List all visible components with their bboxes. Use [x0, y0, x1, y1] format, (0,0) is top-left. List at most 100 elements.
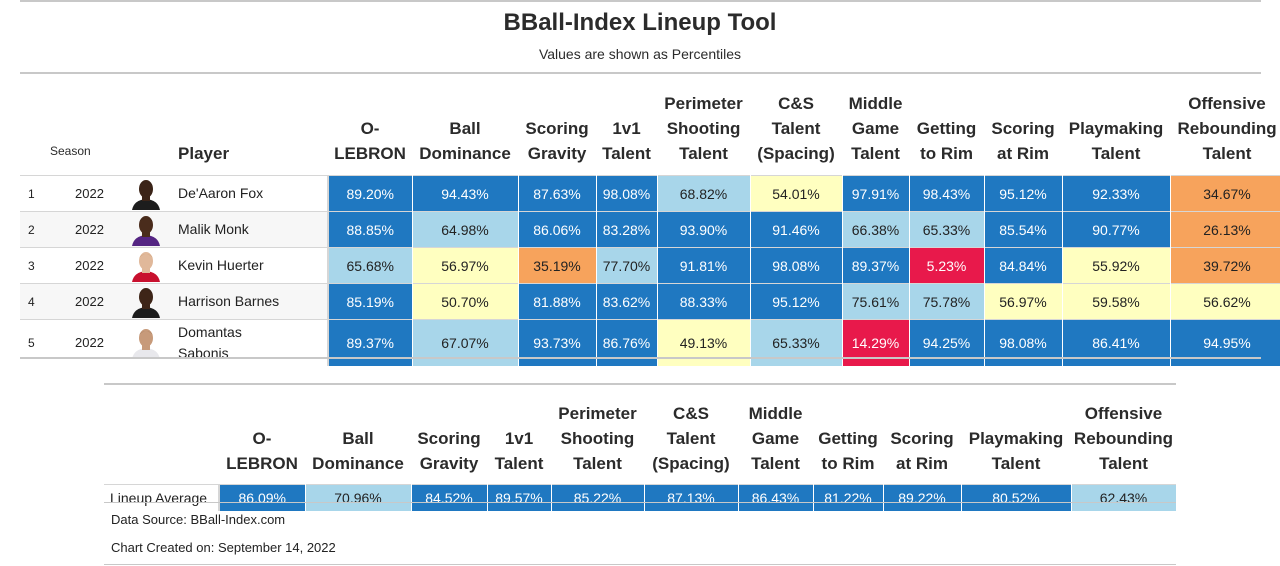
headshot-header [126, 74, 178, 176]
percentile-cell-playmaking: 92.33% [1062, 175, 1171, 212]
percentile-cell-offensive-rebounding: 56.62% [1170, 283, 1280, 320]
percentile-cell-perimeter-shooting: 88.33% [657, 283, 751, 320]
lineup-average-row: Lineup Average 86.09% 70.96% 84.52% 89.57% 8… [104, 484, 1177, 511]
avg-col-header-perimeter-shooting[interactable]: Perimeter Shooting Talent [558, 404, 637, 473]
footer-bottom-rule [104, 564, 1176, 565]
percentile-cell-cs-talent: 54.01% [750, 175, 843, 212]
average-cell-offensive-rebounding: 62.43% [1071, 484, 1177, 511]
percentile-cell-middle-game: 75.61% [842, 283, 910, 320]
col-header-1v1-talent[interactable]: 1v1 Talent [602, 119, 651, 163]
col-header-cs-talent[interactable]: C&S Talent (Spacing) [757, 94, 835, 163]
percentile-cell-middle-game: 97.91% [842, 175, 910, 212]
player-name[interactable]: Malik Monk [178, 211, 330, 248]
percentile-cell-1v1-talent: 98.08% [596, 175, 658, 212]
avg-col-header-cs-talent[interactable]: C&S Talent (Spacing) [652, 404, 730, 473]
percentile-cell-ball-dominance: 50.70% [412, 283, 519, 320]
player-name[interactable]: Harrison Barnes [178, 283, 330, 320]
avg-col-header-playmaking[interactable]: Playmaking Talent [968, 429, 1064, 473]
average-cell-scoring-at-rim: 89.22% [883, 484, 962, 511]
avg-col-header-1v1-talent[interactable]: 1v1 Talent [494, 429, 544, 473]
percentile-cell-cs-talent: 95.12% [750, 283, 843, 320]
row-season: 2022 [75, 222, 104, 237]
lineup-bottom-rule [20, 357, 1261, 359]
player-headshot-cell [126, 212, 178, 248]
lineup-average-label: Lineup Average [104, 484, 220, 511]
percentile-cell-1v1-talent: 83.62% [596, 283, 658, 320]
lineup-row: 1 2022 De'Aaron Fox 89.20% 94.43% 87.63% 98.08… [20, 175, 1280, 212]
percentile-cell-ball-dominance: 64.98% [412, 211, 519, 248]
average-cell-getting-to-rim: 81.22% [813, 484, 884, 511]
percentile-cell-middle-game: 66.38% [842, 211, 910, 248]
player-name[interactable]: De'Aaron Fox [178, 175, 330, 212]
percentile-cell-getting-to-rim: 75.78% [909, 283, 985, 320]
col-header-playmaking[interactable]: Playmaking Talent [1068, 119, 1164, 163]
avg-col-header-getting-to-rim[interactable]: Getting to Rim [818, 429, 878, 473]
percentile-cell-getting-to-rim: 5.23% [909, 247, 985, 284]
percentile-cell-scoring-gravity: 81.88% [518, 283, 597, 320]
top-rule [20, 0, 1261, 2]
average-cell-perimeter-shooting: 85.22% [551, 484, 645, 511]
avg-col-header-ball-dominance[interactable]: Ball Dominance [312, 429, 404, 473]
col-header-scoring-at-rim[interactable]: Scoring at Rim [991, 119, 1055, 163]
percentile-cell-offensive-rebounding: 39.72% [1170, 247, 1280, 284]
player-headshot-cell [126, 320, 178, 366]
percentile-cell-ball-dominance: 94.43% [412, 175, 519, 212]
average-cell-cs-talent: 87.13% [644, 484, 739, 511]
row-season: 2022 [75, 335, 104, 351]
percentile-cell-cs-talent: 91.46% [750, 211, 843, 248]
season-header: Season [50, 144, 91, 158]
player-header: Player [178, 144, 230, 163]
percentile-cell-ball-dominance: 56.97% [412, 247, 519, 284]
avg-col-header-offensive-rebounding[interactable]: Offensive Rebounding Talent [1073, 404, 1174, 473]
player-name[interactable]: Kevin Huerter [178, 247, 330, 284]
average-cell-middle-game: 86.43% [738, 484, 814, 511]
col-header-getting-to-rim[interactable]: Getting to Rim [916, 119, 977, 163]
col-header-middle-game[interactable]: Middle Game Talent [848, 94, 903, 163]
row-season: 2022 [75, 186, 104, 201]
row-rank: 1 [28, 186, 35, 201]
percentile-cell-getting-to-rim: 65.33% [909, 211, 985, 248]
row-season: 2022 [75, 258, 104, 273]
avg-col-header-scoring-gravity[interactable]: Scoring Gravity [417, 429, 481, 473]
player-headshot-icon [132, 328, 161, 359]
col-header-ball-dominance[interactable]: Ball Dominance [419, 119, 511, 163]
percentile-cell-perimeter-shooting: 68.82% [657, 175, 751, 212]
lineup-table: Season Player O- LEBRON Ball Dominance Sco… [20, 74, 1280, 366]
chart-created-note: Chart Created on: September 14, 2022 [111, 540, 336, 555]
data-source-note: Data Source: BBall-Index.com [111, 512, 286, 527]
percentile-cell-playmaking: 55.92% [1062, 247, 1171, 284]
percentile-cell-offensive-rebounding: 94.95% [1170, 319, 1280, 366]
player-headshot-icon [132, 179, 161, 210]
col-header-o-lebron[interactable]: O- LEBRON [334, 119, 406, 163]
row-season: 2022 [75, 294, 104, 309]
percentile-cell-scoring-at-rim: 56.97% [984, 283, 1063, 320]
average-cell-scoring-gravity: 84.52% [411, 484, 488, 511]
percentile-cell-scoring-gravity: 35.19% [518, 247, 597, 284]
percentile-cell-1v1-talent: 83.28% [596, 211, 658, 248]
percentile-cell-o-lebron: 65.68% [328, 247, 413, 284]
avg-col-header-middle-game[interactable]: Middle Game Talent [748, 404, 803, 473]
avg-col-header-o-lebron[interactable]: O- LEBRON [226, 429, 298, 473]
average-cell-o-lebron: 86.09% [219, 484, 306, 511]
header-rule [20, 72, 1261, 74]
player-headshot-cell [126, 176, 178, 212]
col-header-scoring-gravity[interactable]: Scoring Gravity [525, 119, 589, 163]
average-bottom-rule [104, 502, 1176, 503]
avg-col-header-scoring-at-rim[interactable]: Scoring at Rim [890, 429, 954, 473]
player-headshot-icon [132, 251, 161, 282]
percentile-cell-playmaking: 90.77% [1062, 211, 1171, 248]
percentile-cell-middle-game: 89.37% [842, 247, 910, 284]
percentile-cell-o-lebron: 85.19% [328, 283, 413, 320]
player-headshot-cell [126, 248, 178, 284]
lineup-row: 3 2022 Kevin Huerter 65.68% 56.97% 35.19% 77.7… [20, 247, 1280, 284]
player-headshot-cell [126, 284, 178, 320]
percentile-cell-scoring-at-rim: 85.54% [984, 211, 1063, 248]
percentile-cell-o-lebron: 88.85% [328, 211, 413, 248]
page-title: BBall-Index Lineup Tool [503, 9, 777, 36]
percentile-cell-getting-to-rim: 98.43% [909, 175, 985, 212]
row-rank: 3 [28, 258, 35, 273]
row-rank: 2 [28, 222, 35, 237]
percentile-cell-perimeter-shooting: 93.90% [657, 211, 751, 248]
col-header-perimeter-shooting[interactable]: Perimeter Shooting Talent [664, 94, 743, 163]
col-header-offensive-rebounding[interactable]: Offensive Rebounding Talent [1177, 94, 1277, 163]
